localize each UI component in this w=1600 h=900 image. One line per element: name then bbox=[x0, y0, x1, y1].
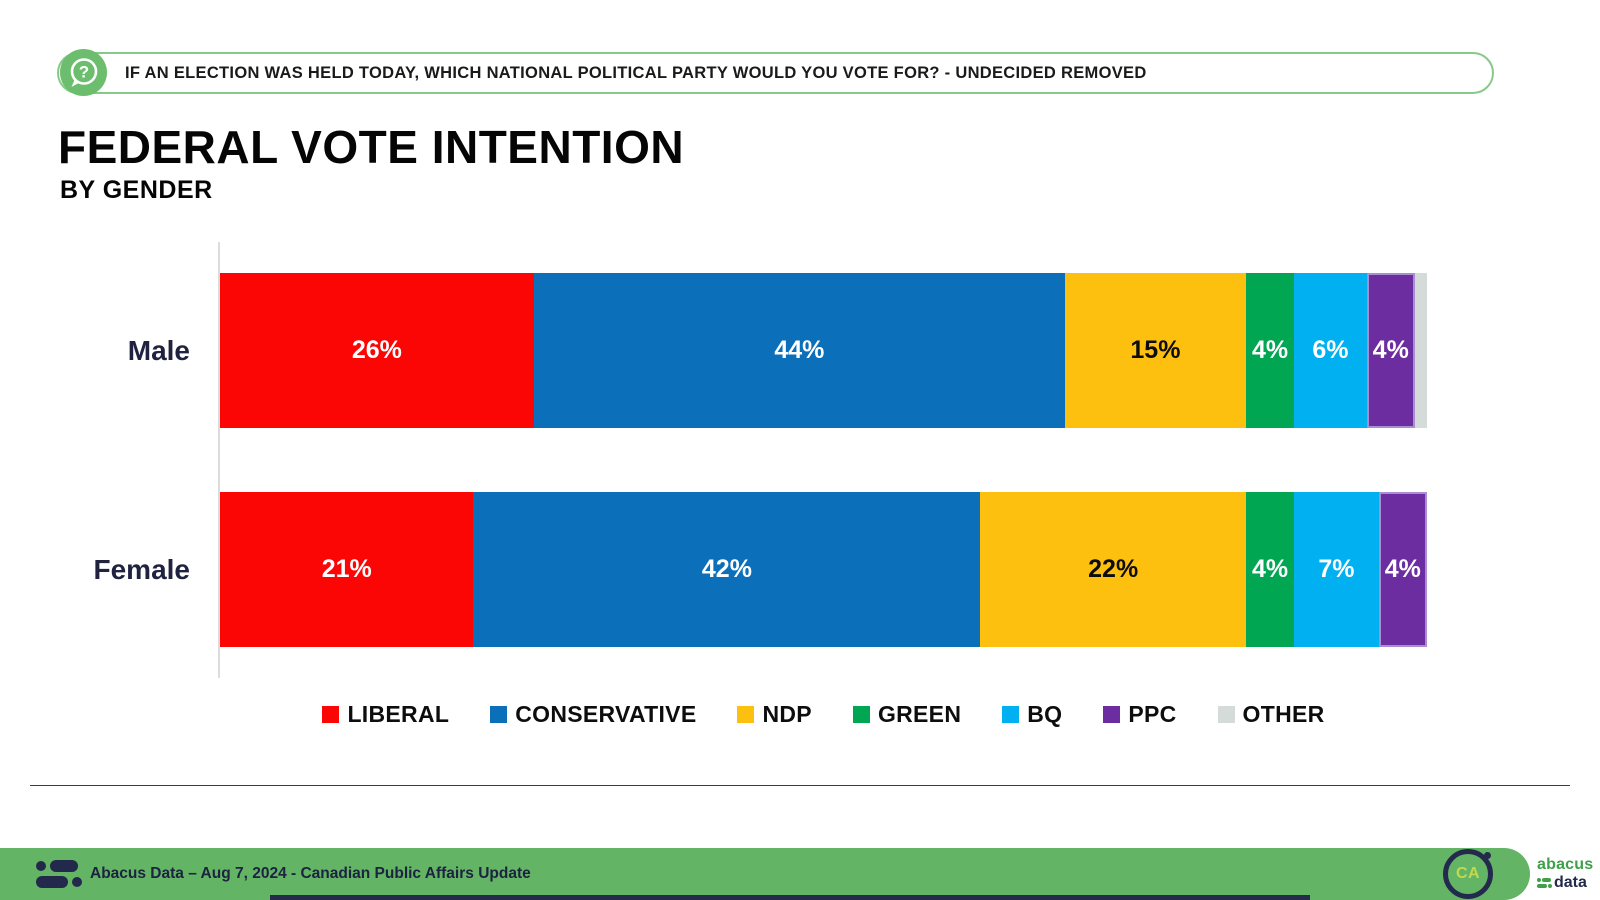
stacked-bar-female: 21% 42% 22% 4% 7% 4% bbox=[220, 492, 1427, 647]
footer-divider bbox=[30, 785, 1570, 786]
segment-conservative-male: 44% bbox=[533, 273, 1065, 428]
segment-conservative-female: 42% bbox=[473, 492, 981, 647]
green-swatch bbox=[852, 706, 870, 723]
abacus-logo-icon bbox=[36, 860, 84, 888]
segment-value-label: 22% bbox=[1088, 555, 1139, 583]
legend-item-ppc: PPC bbox=[1103, 701, 1176, 728]
footer-caption: Abacus Data – Aug 7, 2024 - Canadian Pub… bbox=[90, 865, 531, 882]
segment-ppc-male: 4% bbox=[1366, 273, 1415, 428]
segment-green-female: 4% bbox=[1245, 492, 1295, 647]
bq-swatch bbox=[1002, 706, 1020, 723]
other-swatch bbox=[1217, 706, 1235, 723]
question-bubble-icon: ? bbox=[60, 49, 107, 96]
page-title: FEDERAL VOTE INTENTION bbox=[58, 121, 685, 173]
bar-row-male: Male 26% 44% 15% 4% 6% 4% bbox=[0, 273, 1427, 428]
category-label-male: Male bbox=[127, 334, 190, 366]
segment-value-label: 4% bbox=[1372, 336, 1409, 364]
legend-item-other: OTHER bbox=[1217, 701, 1325, 728]
segment-ndp-male: 15% bbox=[1064, 273, 1246, 428]
segment-other-male bbox=[1414, 273, 1427, 428]
segment-value-label: 26% bbox=[351, 336, 402, 364]
segment-value-label: 4% bbox=[1252, 336, 1289, 364]
segment-value-label: 15% bbox=[1130, 336, 1181, 364]
abacus-mini-icon bbox=[1537, 877, 1552, 889]
legend-item-ndp: NDP bbox=[737, 701, 812, 728]
segment-liberal-male: 26% bbox=[220, 273, 534, 428]
y-axis-line bbox=[218, 242, 220, 678]
legend-item-liberal: LIBERAL bbox=[322, 701, 449, 728]
liberal-swatch bbox=[322, 706, 340, 723]
question-banner: ? IF AN ELECTION WAS HELD TODAY, WHICH N… bbox=[57, 49, 1494, 96]
segment-value-label: 4% bbox=[1384, 555, 1421, 583]
segment-value-label: 42% bbox=[701, 555, 752, 583]
segment-value-label: 44% bbox=[774, 336, 825, 364]
legend-item-green: GREEN bbox=[852, 701, 962, 728]
ndp-swatch bbox=[737, 706, 755, 723]
conservative-swatch bbox=[490, 706, 508, 723]
legend-label: GREEN bbox=[877, 701, 962, 727]
question-mark-glyph: ? bbox=[79, 63, 89, 82]
page-subtitle: BY GENDER bbox=[60, 176, 213, 204]
legend-label: PPC bbox=[1128, 701, 1177, 727]
segment-bq-female: 7% bbox=[1294, 492, 1379, 647]
bar-rows: Male 26% 44% 15% 4% 6% 4% Female 21% 42% 22% 4% 7% 4% bbox=[0, 273, 1427, 647]
legend-label: CONSERVATIVE bbox=[515, 701, 697, 727]
legend-item-bq: BQ bbox=[1002, 701, 1062, 728]
wordmark-data: data bbox=[1554, 874, 1587, 891]
stacked-bar-male: 26% 44% 15% 4% 6% 4% bbox=[220, 273, 1427, 428]
legend-label: LIBERAL bbox=[347, 701, 450, 727]
ca-circle-logo: CA bbox=[1443, 849, 1493, 899]
category-label-female: Female bbox=[93, 553, 191, 585]
legend-item-conservative: CONSERVATIVE bbox=[490, 701, 696, 728]
segment-bq-male: 6% bbox=[1294, 273, 1367, 428]
ppc-swatch bbox=[1103, 706, 1121, 723]
legend-label: NDP bbox=[762, 701, 812, 727]
segment-value-label: 6% bbox=[1312, 336, 1349, 364]
bottom-accent-strip bbox=[270, 895, 1310, 900]
wordmark-abacus: abacus bbox=[1537, 856, 1594, 873]
segment-green-male: 4% bbox=[1245, 273, 1295, 428]
legend-label: BQ bbox=[1027, 701, 1063, 727]
segment-ndp-female: 22% bbox=[980, 492, 1246, 647]
legend-label: OTHER bbox=[1242, 701, 1325, 727]
abacus-data-wordmark: abacus data bbox=[1537, 857, 1593, 891]
segment-ppc-female: 4% bbox=[1378, 492, 1427, 647]
segment-value-label: 4% bbox=[1252, 555, 1289, 583]
segment-value-label: 21% bbox=[321, 555, 372, 583]
footer-bar: Abacus Data – Aug 7, 2024 - Canadian Pub… bbox=[0, 848, 1530, 900]
chart-legend: LIBERAL CONSERVATIVE NDP GREEN BQ PPC OTHER bbox=[220, 701, 1427, 728]
ca-logo-label: CA bbox=[1455, 865, 1481, 882]
survey-question-text: IF AN ELECTION WAS HELD TODAY, WHICH NAT… bbox=[125, 63, 1147, 82]
bar-row-female: Female 21% 42% 22% 4% 7% 4% bbox=[0, 492, 1427, 647]
segment-liberal-female: 21% bbox=[220, 492, 474, 647]
segment-value-label: 7% bbox=[1318, 555, 1355, 583]
